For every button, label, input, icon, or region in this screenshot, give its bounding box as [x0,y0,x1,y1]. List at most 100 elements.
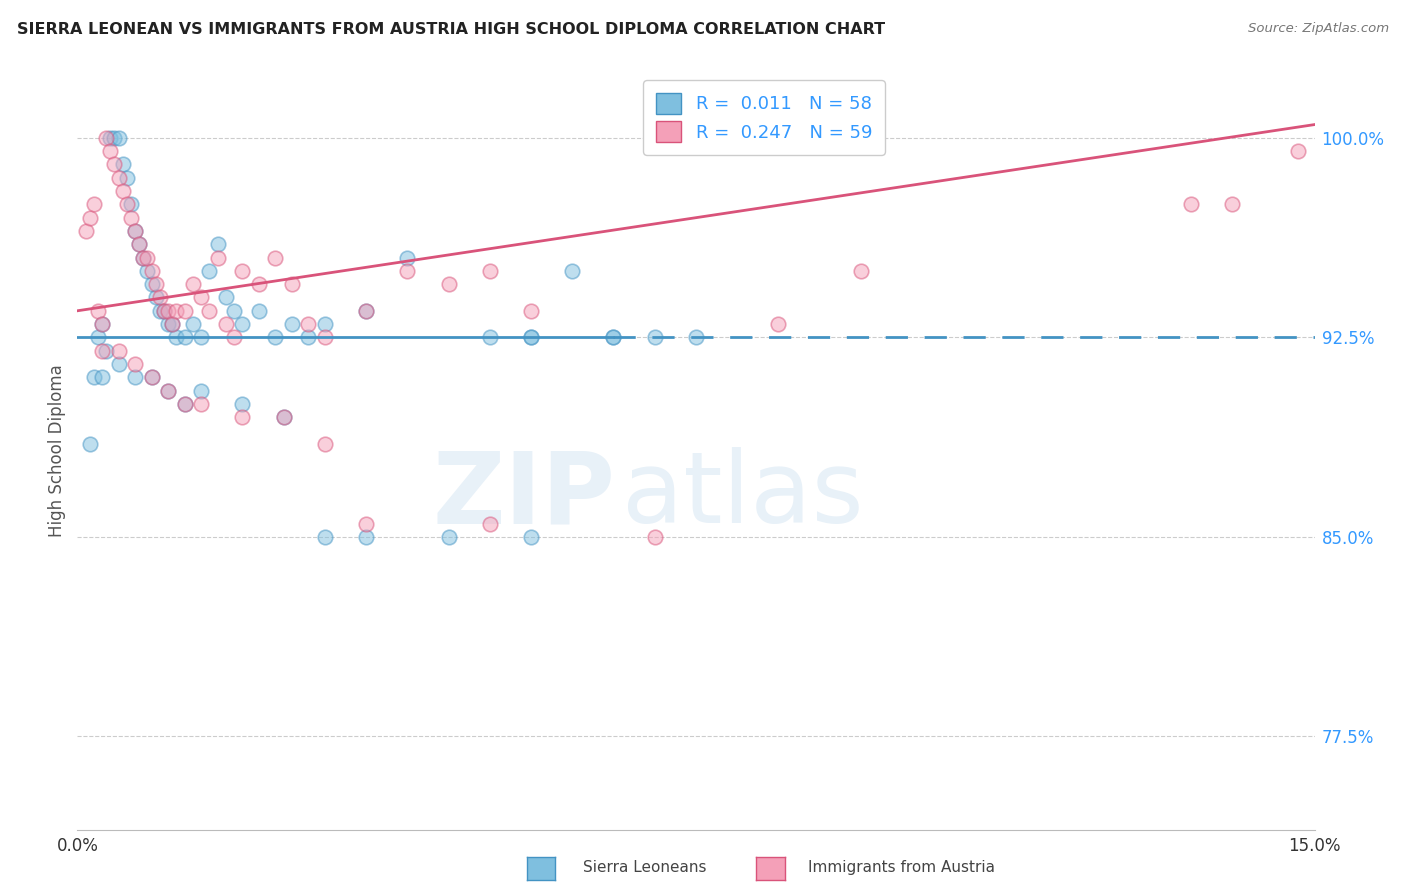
Point [120,211,142,225]
Point [136,251,159,265]
Point [107,357,129,371]
Point [231,264,253,278]
Point [79,211,101,225]
Point [215,317,238,331]
Point [149,303,172,318]
Point [644,530,666,544]
Point [181,317,204,331]
Point [160,317,183,331]
Point [128,237,150,252]
Point [396,251,419,265]
Point [215,291,238,305]
Point [136,264,159,278]
Text: Sierra Leoneans: Sierra Leoneans [583,861,707,875]
Point [157,317,180,331]
Point [83,370,105,384]
Point [141,277,163,292]
Point [96,343,118,358]
Point [111,184,134,198]
Point [314,437,336,451]
Point [314,530,336,544]
Point [561,264,583,278]
Point [124,224,146,238]
Point [79,437,101,451]
Point [120,197,142,211]
Point [124,224,146,238]
Point [165,303,187,318]
Point [173,330,195,344]
Point [602,330,624,344]
Point [520,530,543,544]
Point [207,237,229,252]
Point [768,317,790,331]
Point [115,170,138,185]
Point [190,384,212,398]
Point [281,317,304,331]
Point [103,131,125,145]
Point [281,277,304,292]
Point [314,330,336,344]
Point [314,317,336,331]
Point [87,330,110,344]
Text: atlas: atlas [621,448,863,544]
Point [132,251,155,265]
Point [247,303,270,318]
Point [478,330,501,344]
Point [83,197,105,211]
Point [396,264,419,278]
Point [437,530,460,544]
Point [132,251,155,265]
Point [644,330,666,344]
Point [478,516,501,531]
Point [1220,197,1243,211]
Point [297,317,319,331]
Point [173,303,195,318]
Point [1286,144,1309,158]
Point [107,131,129,145]
Point [115,197,138,211]
Point [98,144,121,158]
Text: SIERRA LEONEAN VS IMMIGRANTS FROM AUSTRIA HIGH SCHOOL DIPLOMA CORRELATION CHART: SIERRA LEONEAN VS IMMIGRANTS FROM AUSTRI… [17,22,884,37]
Point [91,317,114,331]
Text: Immigrants from Austria: Immigrants from Austria [808,861,995,875]
Point [231,317,253,331]
Point [165,330,187,344]
Point [91,317,114,331]
Point [157,384,180,398]
Y-axis label: High School Diploma: High School Diploma [48,364,66,537]
Point [207,251,229,265]
Point [124,370,146,384]
Point [145,277,167,292]
Point [190,397,212,411]
Point [181,277,204,292]
Point [198,264,221,278]
Point [602,330,624,344]
Legend: R =  0.011   N = 58, R =  0.247   N = 59: R = 0.011 N = 58, R = 0.247 N = 59 [644,80,884,154]
Point [141,370,163,384]
Point [520,330,543,344]
Point [354,303,377,318]
Point [190,330,212,344]
Point [153,303,176,318]
Point [190,291,212,305]
Point [145,291,167,305]
Point [198,303,221,318]
Point [157,384,180,398]
Point [231,410,253,425]
Point [96,131,118,145]
Point [153,303,176,318]
Point [173,397,195,411]
Point [273,410,295,425]
Point [297,330,319,344]
Point [520,330,543,344]
Point [124,357,146,371]
Point [247,277,270,292]
Point [160,317,183,331]
Point [91,343,114,358]
Point [354,530,377,544]
Point [478,264,501,278]
Point [849,264,872,278]
Point [103,157,125,171]
Point [107,343,129,358]
Point [222,303,245,318]
